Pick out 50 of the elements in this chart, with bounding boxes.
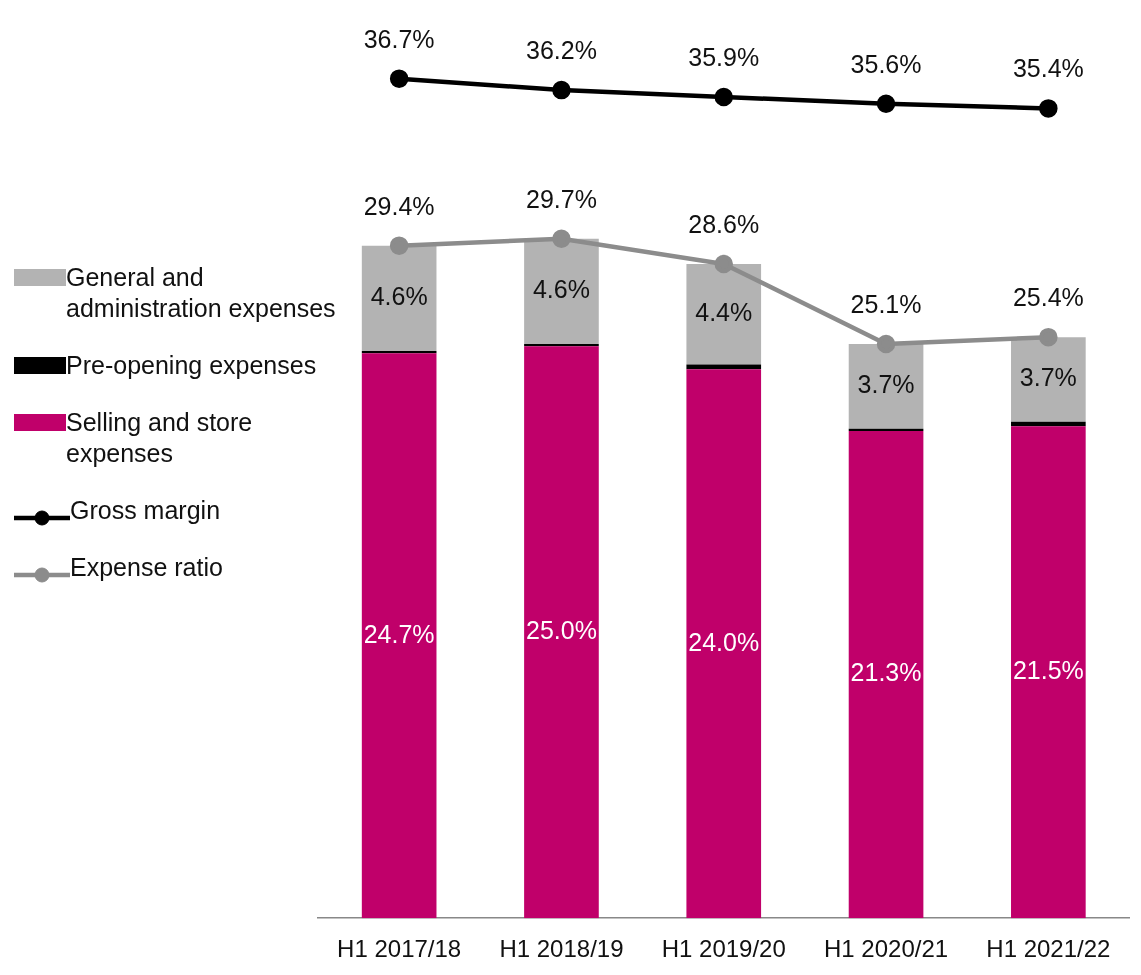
data-label: 4.6%	[532, 275, 590, 304]
data-label: 35.6%	[850, 49, 922, 78]
data-label: 29.7%	[526, 184, 597, 213]
data-label: 29.4%	[363, 191, 435, 220]
x-tick-label: H1 2018/19	[499, 935, 624, 963]
bar	[361, 353, 437, 919]
x-tick-label: H1 2017/18	[337, 935, 462, 963]
point	[1039, 327, 1058, 347]
data-label: 4.6%	[370, 282, 428, 311]
point	[552, 80, 571, 100]
bar	[361, 245, 437, 351]
legend-label: Selling and store expenses	[66, 407, 254, 469]
point	[876, 334, 896, 354]
data-label: 3.7%	[1019, 363, 1077, 392]
point	[1039, 99, 1058, 118]
data-label: 35.4%	[1012, 54, 1084, 83]
data-label: 3.7%	[857, 370, 915, 399]
x-tick-label: H1 2021/22	[986, 935, 1111, 963]
data-label: 4.4%	[695, 298, 753, 327]
point	[552, 229, 571, 249]
data-label: 21.3%	[850, 658, 922, 687]
point	[389, 236, 409, 255]
x-tick-label: H1 2019/20	[661, 935, 786, 963]
x-tick-label: H1 2020/21	[824, 935, 949, 963]
bar	[524, 238, 599, 345]
data-label: 35.9%	[688, 42, 760, 71]
legend-label: Pre-opening expenses	[66, 350, 317, 381]
bar	[1011, 426, 1086, 919]
bar	[686, 369, 762, 919]
point	[714, 254, 733, 274]
data-label: 28.6%	[688, 209, 760, 238]
data-label: 36.7%	[363, 24, 435, 53]
bar	[848, 344, 924, 429]
bar	[686, 263, 762, 365]
legend-label: General and administration expenses	[66, 262, 337, 324]
data-label: 25.0%	[526, 616, 597, 645]
bar	[848, 430, 924, 919]
legend-label: Gross margin	[70, 495, 221, 526]
data-label: 25.4%	[1012, 283, 1084, 312]
point	[389, 69, 409, 88]
bar	[524, 346, 599, 919]
data-label: 36.2%	[526, 35, 597, 64]
legend-label: Expense ratio	[70, 552, 223, 583]
point	[714, 87, 733, 107]
data-label: 24.7%	[363, 619, 435, 648]
data-label: 24.0%	[688, 627, 760, 656]
data-label: 25.1%	[850, 289, 922, 318]
point	[876, 94, 896, 114]
bar	[1011, 337, 1086, 422]
data-label: 21.5%	[1012, 656, 1084, 685]
